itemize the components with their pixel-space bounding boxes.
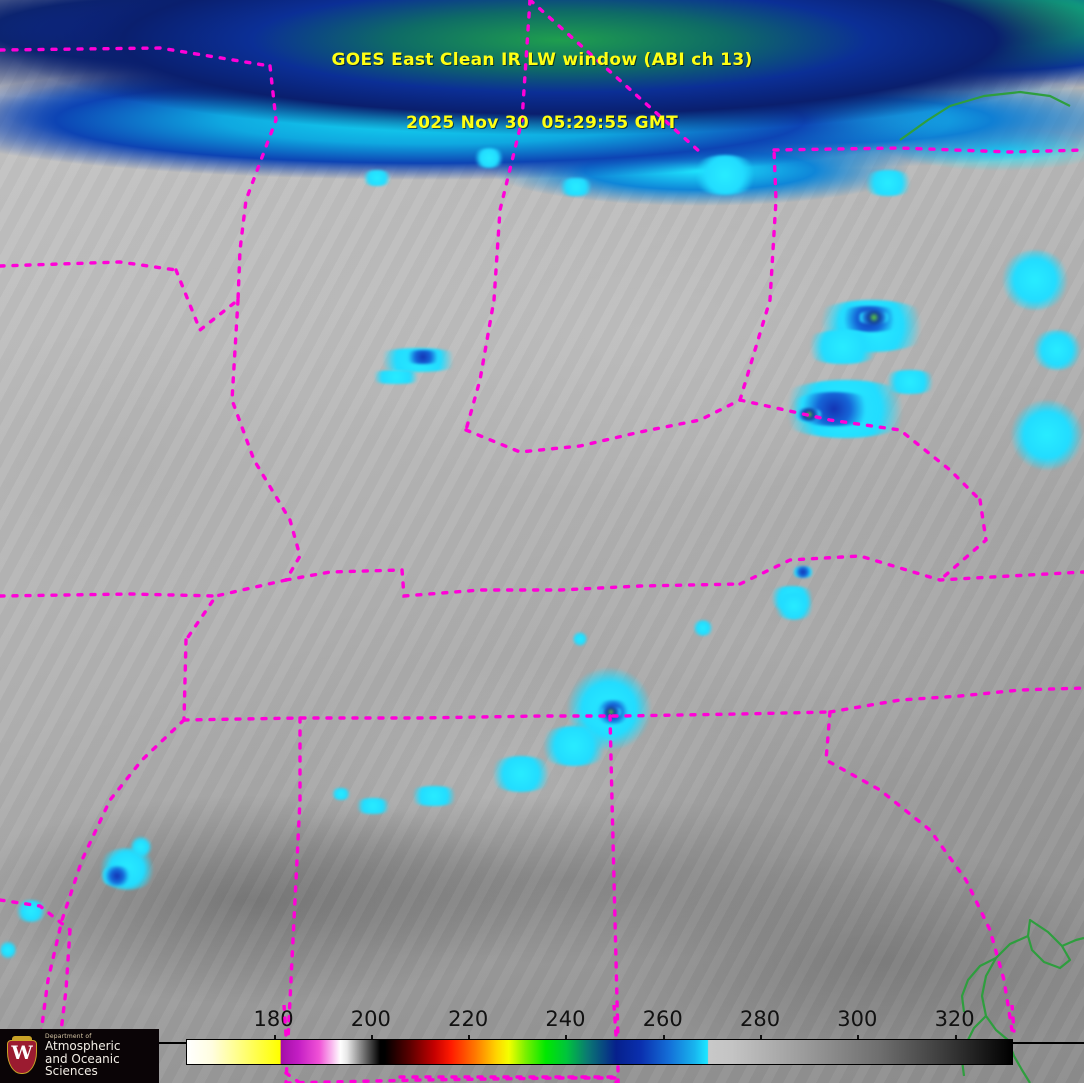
uw-crest-icon: W <box>5 1036 39 1076</box>
cloud-cell <box>572 632 588 646</box>
cloud-cell <box>0 940 16 960</box>
cloud-cell <box>800 330 886 364</box>
cloud-cell <box>360 170 394 186</box>
cloud-cell <box>406 786 462 806</box>
product-title-line1: GOES East Clean IR LW window (ABI ch 13) <box>331 50 753 70</box>
cloud-cell <box>880 370 940 394</box>
cloud-cell <box>352 798 394 814</box>
colorbar-tick-label: 180 <box>253 1007 294 1031</box>
cloud-cell <box>486 756 556 792</box>
product-title: GOES East Clean IR LW window (ABI ch 13)… <box>0 8 1084 176</box>
cloud-cell-core <box>858 310 890 325</box>
cloud-cell <box>100 866 134 886</box>
cloud-cell <box>772 592 816 620</box>
product-title-line2: 2025 Nov 30 05:29:55 GMT <box>405 113 679 133</box>
cloud-cell <box>536 726 612 766</box>
colorbar-tick-label: 300 <box>837 1007 878 1031</box>
cloud-cell <box>792 566 814 578</box>
cloud-cell <box>556 178 596 196</box>
institution-logo: W Department of Atmospheric and Oceanic … <box>0 1029 159 1083</box>
cloud-cell <box>130 836 152 858</box>
cloud-cell <box>330 788 352 800</box>
logo-line-2: and Oceanic Sciences <box>45 1051 120 1079</box>
cloud-cell <box>1000 250 1070 310</box>
colorbar-tick-label: 280 <box>739 1007 781 1031</box>
logo-line-1: Atmospheric <box>45 1039 121 1054</box>
crest-w-letter: W <box>11 1042 33 1064</box>
logo-text-block: Department of Atmospheric and Oceanic Sc… <box>45 1033 159 1079</box>
colorbar-tick-label: 260 <box>642 1007 683 1031</box>
colorbar-tick-label: 320 <box>934 1007 975 1031</box>
crest-shield-icon <box>7 1040 37 1074</box>
cloud-cell <box>400 350 446 364</box>
colorbar-tick-labels: 180 200 220 240 260 280 300 320 <box>0 1007 1084 1033</box>
cloud-cell <box>860 170 916 196</box>
cloud-cell <box>690 155 760 195</box>
colorbar-tick-label: 240 <box>545 1007 586 1031</box>
colorbar-tick-label: 200 <box>350 1007 391 1031</box>
cloud-cell <box>366 370 426 384</box>
cloud-cell <box>472 148 506 168</box>
crest-crown-icon <box>12 1036 32 1041</box>
colorbar-tick-label: 220 <box>448 1007 489 1031</box>
logo-department-label: Department of <box>45 1033 92 1041</box>
cloud-cell <box>1030 330 1084 370</box>
cloud-cell <box>1010 400 1084 470</box>
colorbar-gradient <box>186 1039 1013 1065</box>
cloud-cell <box>692 620 714 636</box>
